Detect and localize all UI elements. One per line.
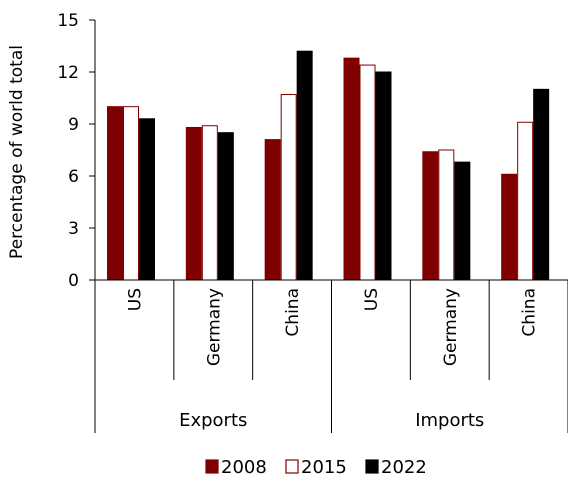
x-category-label: China: [520, 288, 540, 337]
x-category-label: Germany: [441, 288, 461, 366]
legend: 2008 2015 2022: [205, 457, 427, 478]
legend-label-2015: 2015: [301, 457, 347, 478]
bar-2008-china: [501, 173, 518, 281]
bar-2008-germany: [185, 126, 202, 281]
y-tick-label: 12: [57, 63, 79, 83]
legend-swatch-2022: [365, 459, 379, 474]
bar-2015-us: [123, 106, 139, 281]
bar-2008-china: [264, 139, 281, 281]
y-axis-title: Percentage of world total: [7, 45, 27, 259]
y-tick-label: 6: [68, 167, 79, 187]
y-axis: 0 3 6 9 12 15: [57, 11, 96, 291]
x-category-label: Germany: [204, 288, 224, 366]
x-group-label: Exports: [179, 410, 247, 431]
x-group-label: Imports: [415, 410, 484, 431]
bar-2022-germany: [217, 132, 234, 281]
legend-label-2022: 2022: [381, 457, 427, 478]
bar-2008-germany: [422, 151, 439, 281]
y-tick-label: 3: [68, 219, 79, 239]
bar-2015-china: [517, 121, 534, 281]
bar-2008-us: [343, 57, 360, 281]
bar-2008-us: [107, 106, 123, 281]
x-axis: US Germany China US Germany China Exports Impor…: [94, 279, 568, 433]
y-tick-label: 0: [68, 271, 79, 291]
bar-2022-us: [375, 71, 392, 281]
y-tick-label: 15: [57, 11, 79, 31]
y-tick-label: 9: [68, 115, 79, 135]
bar-2022-china: [533, 88, 550, 281]
x-category-label: US: [125, 288, 145, 311]
x-category-label: China: [283, 288, 303, 337]
legend-swatch-2008: [205, 459, 219, 474]
bar-2015-us: [359, 64, 376, 281]
legend-swatch-2015: [285, 459, 299, 474]
x-category-label: US: [362, 288, 382, 311]
bar-2015-germany: [438, 149, 455, 281]
bar-2022-us: [139, 118, 155, 281]
bar-2022-germany: [454, 161, 471, 281]
bar-2015-china: [280, 94, 297, 281]
bar-2015-germany: [201, 125, 218, 281]
legend-label-2008: 2008: [221, 457, 267, 478]
bars: [107, 50, 550, 281]
bar-2022-china: [296, 50, 313, 281]
